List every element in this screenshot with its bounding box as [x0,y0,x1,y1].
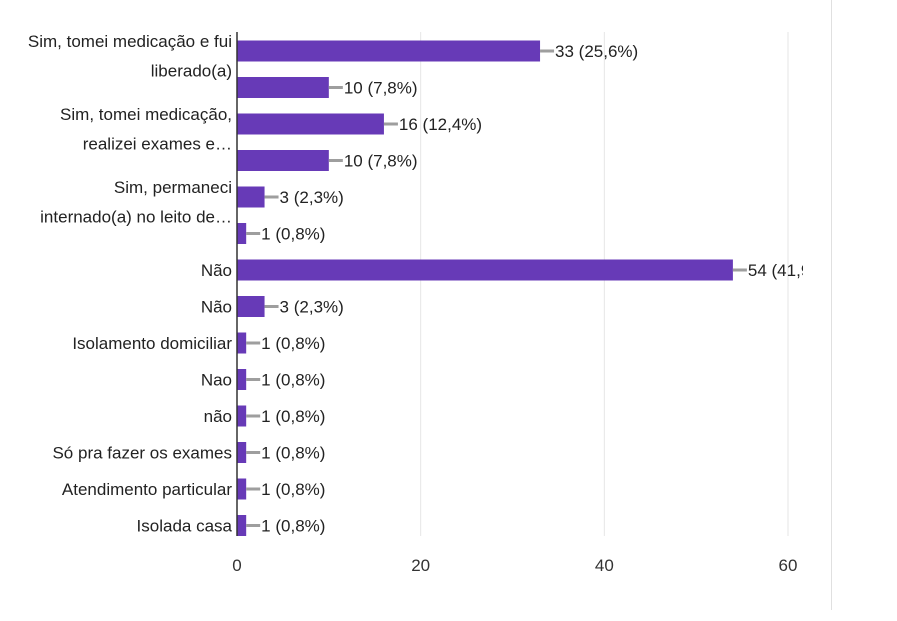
bars [237,40,733,536]
category-label-6-0: Não [201,261,232,280]
bar-2 [237,113,384,135]
grid-lines [420,32,789,536]
value-label-10: 1 (0,8%) [261,407,325,426]
x-tick-label-40: 40 [595,556,614,575]
value-label-1: 10 (7,8%) [344,79,418,98]
category-label-2-1: realizei exames e… [83,134,232,153]
category-labels: Sim, tomei medicação e fui liberado(a) Sim… [28,32,233,536]
value-label-2: 16 (12,4%) [399,115,482,134]
bar-13 [237,515,247,536]
category-label-7-0: Não [201,298,232,317]
bar-7 [237,296,265,317]
bar-1 [237,77,329,98]
value-labels: 33 (25,6%)10 (7,8%)16 (12,4%)10 (7,8%)3 … [261,42,831,536]
value-label-11: 1 (0,8%) [261,444,325,463]
x-axis-ticks: 0 20 40 60 [232,556,797,575]
category-label-4-0: Sim, permaneci [114,178,232,197]
bar-6 [237,259,733,281]
category-label-8-0: Isolamento domiciliar [72,334,232,353]
x-tick-label-20: 20 [411,556,430,575]
bar-12 [237,478,247,500]
bar-9 [237,369,247,390]
category-label-11-0: Só pra fazer os exames [52,444,232,463]
panel-divider [831,0,832,610]
value-leaders [246,49,747,527]
bar-4 [237,186,265,208]
bar-11 [237,442,247,463]
value-label-0: 33 (25,6%) [555,42,638,61]
value-label-4: 3 (2,3%) [280,188,344,207]
category-label-4-1: internado(a) no leito de… [40,207,232,226]
category-label-12-0: Atendimento particular [62,480,232,499]
category-label-0-1: liberado(a) [151,61,232,80]
x-tick-label-0: 0 [232,556,241,575]
bar-3 [237,150,329,171]
value-label-7: 3 (2,3%) [280,298,344,317]
category-label-9-0: Nao [201,371,232,390]
value-label-3: 10 (7,8%) [344,152,418,171]
category-label-13-0: Isolada casa [137,517,233,536]
bar-10 [237,405,247,427]
category-label-10-0: não [204,407,232,426]
value-label-13: 1 (0,8%) [261,517,325,536]
value-label-8: 1 (0,8%) [261,334,325,353]
value-label-12: 1 (0,8%) [261,480,325,499]
category-label-0-0: Sim, tomei medicação e fui [28,32,232,51]
bar-5 [237,223,247,244]
value-label-6: 54 (41,9%) [748,261,831,280]
x-tick-label-60: 60 [779,556,798,575]
value-label-5: 1 (0,8%) [261,225,325,244]
bar-0 [237,40,541,62]
category-label-2-0: Sim, tomei medicação, [60,105,232,124]
bar-8 [237,332,247,354]
value-label-9: 1 (0,8%) [261,371,325,390]
